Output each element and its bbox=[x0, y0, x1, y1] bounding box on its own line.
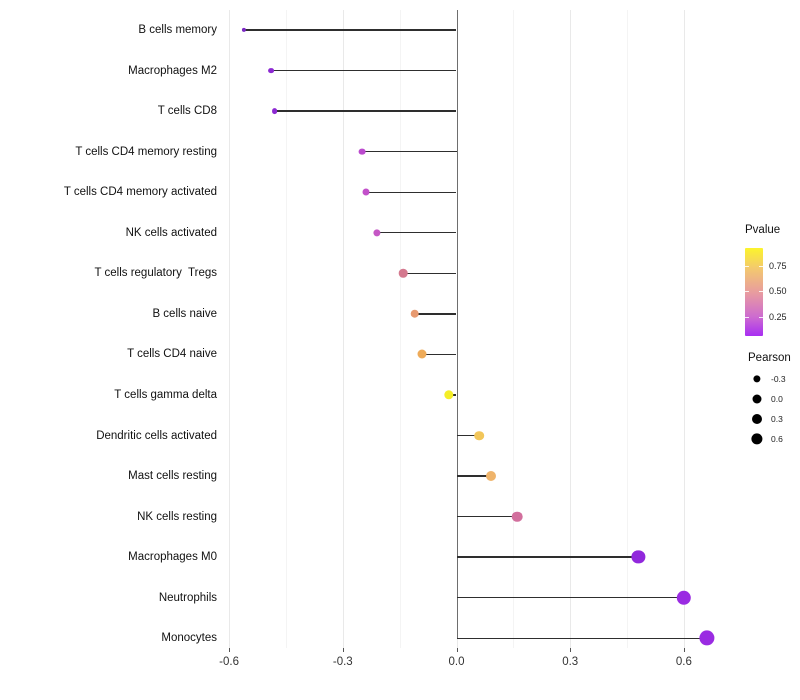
lollipop-stem bbox=[365, 191, 457, 193]
y-axis-label: Macrophages M2 bbox=[128, 64, 217, 77]
lollipop-stem bbox=[361, 150, 457, 153]
pearson-legend-dot bbox=[752, 394, 762, 404]
x-tick-mark bbox=[229, 648, 231, 652]
y-axis-label: NK cells resting bbox=[137, 510, 217, 523]
lollipop-dot bbox=[676, 590, 692, 605]
lollipop-dot bbox=[410, 309, 420, 319]
lollipop-dot bbox=[373, 229, 381, 237]
pearson-legend-label: 0.3 bbox=[771, 413, 783, 424]
colorbar-tick bbox=[759, 316, 763, 318]
pearson-legend-label: -0.3 bbox=[771, 373, 786, 384]
y-axis-label: T cells CD4 memory activated bbox=[63, 186, 217, 199]
lollipop-dot bbox=[631, 550, 645, 564]
pvalue-colorbar bbox=[745, 248, 763, 336]
y-axis-label: B cells naive bbox=[152, 307, 217, 320]
colorbar-tick-label: 0.25 bbox=[769, 311, 787, 322]
lollipop-dot bbox=[399, 269, 408, 278]
y-axis-label: T cells CD4 naive bbox=[127, 348, 217, 361]
lollipop-stem bbox=[274, 110, 457, 112]
minor-gridline bbox=[285, 10, 287, 648]
y-axis-label: Dendritic cells activated bbox=[96, 429, 217, 442]
x-tick-mark bbox=[683, 648, 685, 652]
lollipop-stem bbox=[244, 29, 457, 31]
lollipop-stem bbox=[456, 475, 491, 477]
lollipop-dot bbox=[699, 630, 715, 646]
lollipop-stem bbox=[403, 272, 457, 274]
y-axis-label: Mast cells resting bbox=[128, 470, 217, 483]
x-tick-mark bbox=[570, 648, 572, 652]
lollipop-dot bbox=[358, 148, 366, 156]
colorbar-tick bbox=[759, 291, 763, 293]
lollipop-stem bbox=[456, 637, 707, 639]
pearson-legend-label: 0.6 bbox=[771, 433, 783, 444]
y-axis-label: Neutrophils bbox=[158, 591, 217, 604]
pearson-legend-label: 0.0 bbox=[771, 393, 783, 404]
lollipop-dot bbox=[242, 27, 247, 33]
x-tick-mark bbox=[342, 648, 344, 652]
y-axis-label: T cells regulatory Tregs bbox=[94, 267, 217, 280]
lollipop-stem bbox=[456, 515, 518, 518]
colorbar-tick bbox=[745, 316, 749, 318]
colorbar-tick bbox=[759, 266, 763, 268]
y-axis-label: NK cells activated bbox=[125, 226, 217, 239]
minor-gridline bbox=[627, 10, 629, 648]
colorbar-tick bbox=[745, 266, 749, 268]
major-gridline bbox=[683, 10, 685, 648]
y-axis-label: B cells memory bbox=[138, 24, 217, 36]
lollipop-dot bbox=[271, 108, 278, 114]
lollipop-stem bbox=[376, 232, 457, 234]
pearson-legend-title: Pearson bbox=[748, 352, 791, 364]
lollipop-stem bbox=[456, 556, 639, 558]
x-tick-label: 0.0 bbox=[448, 656, 465, 668]
pearson-legend-dot bbox=[753, 375, 761, 383]
lollipop-stem bbox=[422, 353, 457, 356]
pearson-legend-dot bbox=[751, 433, 763, 445]
x-tick-label: -0.3 bbox=[332, 656, 353, 668]
major-gridline bbox=[229, 10, 231, 648]
lollipop-dot bbox=[474, 430, 485, 441]
pearson-legend-dot bbox=[752, 413, 762, 424]
lollipop-dot bbox=[444, 390, 454, 400]
x-tick-label: -0.6 bbox=[219, 656, 240, 668]
major-gridline bbox=[570, 10, 572, 648]
major-gridline bbox=[342, 10, 344, 648]
lollipop-stem bbox=[414, 313, 457, 315]
lollipop-stem bbox=[456, 434, 480, 437]
x-tick-label: 0.3 bbox=[562, 656, 579, 668]
y-axis-label: Macrophages M0 bbox=[128, 551, 217, 564]
y-axis-label: T cells CD8 bbox=[157, 105, 217, 118]
colorbar-tick-label: 0.75 bbox=[769, 261, 787, 272]
minor-gridline bbox=[513, 10, 515, 648]
minor-gridline bbox=[399, 10, 401, 648]
lollipop-dot bbox=[362, 188, 370, 196]
colorbar-tick-label: 0.50 bbox=[769, 286, 787, 297]
lollipop-stem bbox=[270, 69, 457, 72]
lollipop-stem bbox=[456, 597, 684, 599]
zero-baseline-line bbox=[456, 10, 458, 639]
y-axis-label: T cells gamma delta bbox=[114, 388, 217, 401]
pvalue-legend-title: Pvalue bbox=[745, 224, 781, 236]
lollipop-dot bbox=[417, 349, 427, 359]
lollipop-dot bbox=[485, 471, 496, 482]
lollipop-dot bbox=[267, 67, 274, 74]
x-tick-label: 0.6 bbox=[675, 656, 692, 668]
colorbar-tick bbox=[745, 291, 749, 293]
y-axis-label: T cells CD4 memory resting bbox=[75, 145, 217, 158]
lollipop-dot bbox=[511, 511, 523, 522]
x-tick-mark bbox=[456, 648, 458, 652]
y-axis-label: Monocytes bbox=[161, 632, 217, 645]
